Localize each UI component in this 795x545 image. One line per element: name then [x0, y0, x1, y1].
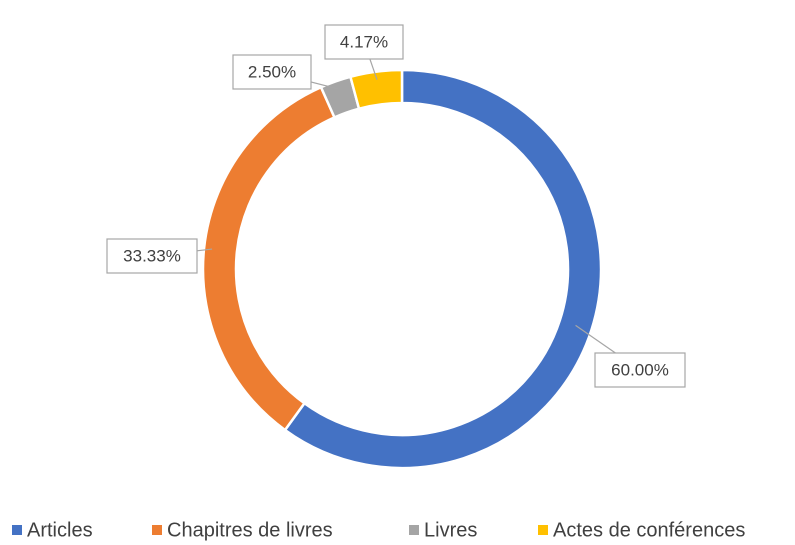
donut-slice	[201, 85, 337, 432]
legend-swatch	[12, 525, 22, 535]
label-box	[594, 352, 686, 388]
legend-label: Actes de conférences	[553, 519, 745, 541]
data-label: 2.50%	[248, 62, 296, 81]
legend-label: Livres	[424, 519, 477, 541]
label-box	[232, 54, 312, 90]
data-label: 33.33%	[123, 246, 181, 265]
legend-label: Chapitres de livres	[167, 519, 333, 541]
label-box	[106, 238, 198, 274]
donut-slice	[348, 68, 404, 111]
label-box	[324, 24, 404, 60]
legend-swatch	[409, 525, 419, 535]
data-label: 4.17%	[340, 32, 388, 51]
legend-swatch	[152, 525, 162, 535]
legend-swatch	[538, 525, 548, 535]
data-label: 60.00%	[611, 360, 669, 379]
legend-label: Articles	[27, 519, 93, 541]
donut-slice	[283, 68, 603, 470]
